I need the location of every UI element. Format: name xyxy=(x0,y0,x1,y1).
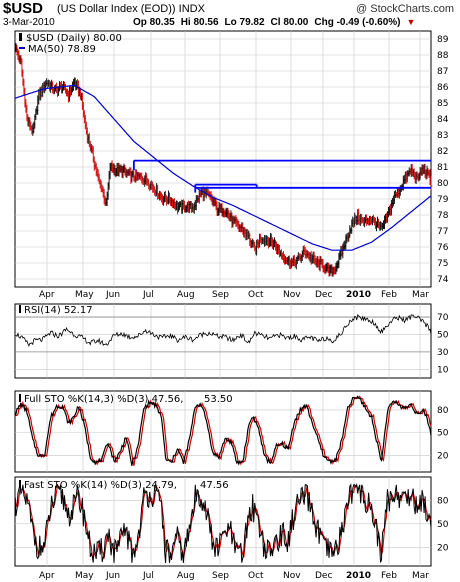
month-label-top-Jun: Jun xyxy=(105,290,120,300)
price-pane-tick-88: 88 xyxy=(437,51,449,61)
fast-sto-k-line xyxy=(14,482,432,563)
high-value: Hi 80.56 xyxy=(180,17,219,28)
month-label-top-Oct: Oct xyxy=(248,290,264,300)
month-label-top-May: May xyxy=(75,290,94,300)
full-sto-d-line xyxy=(15,395,432,466)
month-label-top-Feb: Feb xyxy=(381,290,397,300)
month-label-top-Dec: Dec xyxy=(315,290,332,300)
month-label-bottom-Jul: Jul xyxy=(142,571,154,581)
full-sto-pane-tick-80: 80 xyxy=(437,406,449,416)
rsi-legend: RSI(14) 52.17 xyxy=(19,305,93,316)
fast-sto-legend-bar-icon xyxy=(19,480,21,488)
month-label-bottom-Nov: Nov xyxy=(283,571,301,581)
full-sto-pane-tick-50: 50 xyxy=(437,429,449,439)
rsi-pane-tick-30: 30 xyxy=(437,348,449,358)
full-sto-legend: Full STO %K(14,3) %D(3) 47.56, 53.50 xyxy=(19,394,233,405)
full-sto-pane-frame xyxy=(14,390,432,473)
ma50-line xyxy=(14,84,432,251)
down-triangle-icon: ▼ xyxy=(406,17,416,27)
month-label-top-Aug: Aug xyxy=(177,290,195,300)
month-label-bottom-Oct: Oct xyxy=(248,571,264,581)
month-label-top-2010: 2010 xyxy=(346,290,371,300)
price-pane-tick-87: 87 xyxy=(437,67,448,77)
fast-sto-legend-0: Fast STO %K(14) %D(3) 24.79, xyxy=(24,480,177,491)
quote-bar: Op 80.35 Hi 80.56 Lo 79.82 Cl 80.00 Chg -0.4… xyxy=(133,17,421,28)
month-label-bottom-Feb: Feb xyxy=(381,571,397,581)
price-pane-tick-77: 77 xyxy=(437,227,448,237)
month-label-top-Nov: Nov xyxy=(283,290,301,300)
rsi-legend-0: RSI(14) 52.17 xyxy=(24,305,93,316)
low-value: Lo 79.82 xyxy=(224,17,265,28)
month-label-bottom-2010: 2010 xyxy=(346,571,371,581)
price-legend-1: MA(50) 78.89 xyxy=(28,44,96,55)
full-sto-legend-0: Full STO %K(14,3) %D(3) 47.56, xyxy=(24,394,183,405)
quote-date: 3-Mar-2010 xyxy=(3,17,55,28)
rsi-pane-tick-10: 10 xyxy=(437,365,449,375)
price-legend-bar-icon xyxy=(19,33,22,41)
month-label-bottom-Apr: Apr xyxy=(39,571,55,581)
fast-sto-legend-1: 47.56 xyxy=(200,480,229,491)
rsi-legend-bar-icon xyxy=(19,305,21,313)
month-label-bottom-Aug: Aug xyxy=(177,571,195,581)
price-pane-tick-82: 82 xyxy=(437,147,448,157)
price-pane-tick-85: 85 xyxy=(437,99,448,109)
price-pane-tick-83: 83 xyxy=(437,131,448,141)
rsi-pane-frame xyxy=(14,303,432,379)
month-label-top-Mar: Mar xyxy=(412,290,429,300)
price-pane-tick-86: 86 xyxy=(437,83,449,93)
price-pane-tick-80: 80 xyxy=(437,179,449,189)
fast-sto-pane-tick-20: 20 xyxy=(437,543,449,553)
rsi-line xyxy=(14,314,432,347)
month-label-bottom-Jun: Jun xyxy=(105,571,120,581)
full-sto-k-line xyxy=(14,395,432,466)
fast-sto-legend: Fast STO %K(14) %D(3) 24.79, 47.56 xyxy=(19,480,229,491)
open-value: Op 80.35 xyxy=(133,17,175,28)
watermark: @ StockCharts.com xyxy=(356,3,454,15)
month-label-top-Jul: Jul xyxy=(142,290,154,300)
price-pane-tick-79: 79 xyxy=(437,195,449,205)
close-value: Cl 80.00 xyxy=(270,17,309,28)
month-label-top-Apr: Apr xyxy=(39,290,55,300)
month-label-top-Sep: Sep xyxy=(212,290,229,300)
full-sto-pane-tick-20: 20 xyxy=(437,451,449,461)
symbol: $USD xyxy=(3,0,44,17)
rsi-pane-tick-50: 50 xyxy=(437,330,449,340)
price-pane-tick-81: 81 xyxy=(437,163,448,173)
fast-sto-pane-tick-50: 50 xyxy=(437,520,449,530)
rsi-pane-tick-70: 70 xyxy=(437,313,449,323)
month-label-bottom-Sep: Sep xyxy=(212,571,229,581)
fast-sto-pane-tick-80: 80 xyxy=(437,496,449,506)
symbol-name: (US Dollar Index (EOD)) INDX xyxy=(57,3,205,15)
change-value: Chg -0.49 (-0.60%) xyxy=(314,17,401,28)
price-legend-0: $USD (Daily) 80.00 xyxy=(26,33,122,44)
month-label-bottom-Mar: Mar xyxy=(412,571,429,581)
price-pane-tick-75: 75 xyxy=(437,259,448,269)
price-pane-frame xyxy=(14,30,432,288)
price-pane-tick-74: 74 xyxy=(437,275,449,285)
price-pane-tick-78: 78 xyxy=(437,211,449,221)
full-sto-legend-1: 53.50 xyxy=(204,394,233,405)
month-label-bottom-May: May xyxy=(75,571,94,581)
month-label-bottom-Dec: Dec xyxy=(315,571,332,581)
price-pane-tick-84: 84 xyxy=(437,115,449,125)
full-sto-legend-bar-icon xyxy=(19,394,21,402)
price-pane-tick-89: 89 xyxy=(437,35,449,45)
price-pane-tick-76: 76 xyxy=(437,243,449,253)
